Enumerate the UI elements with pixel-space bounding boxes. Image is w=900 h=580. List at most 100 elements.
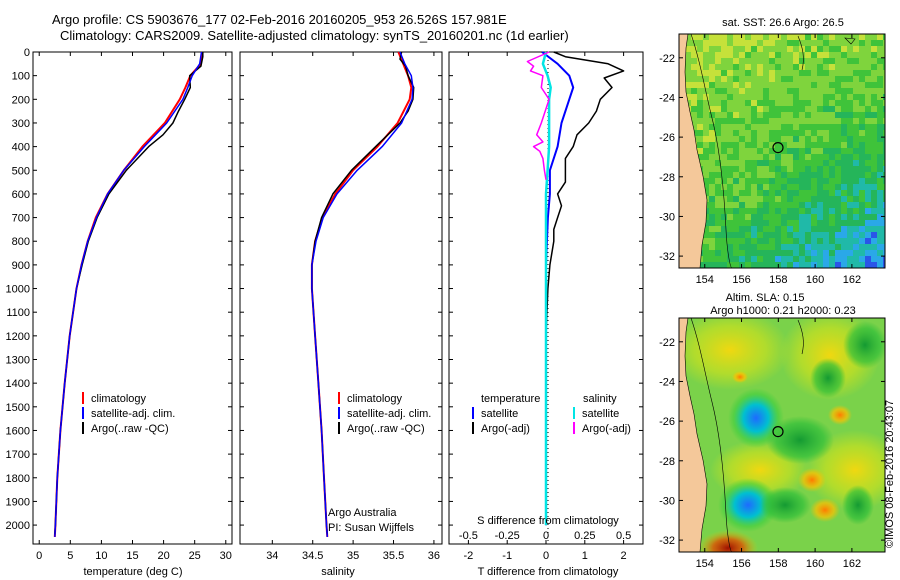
sla-map-axes: 154 156 158 160 162 -22 -24 -26 -28 -30 -32 bbox=[659, 318, 885, 570]
sst-pixel bbox=[877, 136, 883, 142]
x-tick-label: 5 bbox=[67, 550, 73, 562]
sst-pixel bbox=[799, 172, 805, 178]
sst-pixel bbox=[769, 112, 775, 118]
sst-pixel bbox=[709, 136, 715, 142]
sst-pixel bbox=[835, 178, 841, 184]
sst-pixel bbox=[781, 130, 787, 136]
sst-pixel bbox=[847, 184, 853, 190]
sst-pixel bbox=[823, 124, 829, 130]
sst-pixel bbox=[781, 214, 787, 220]
sst-pixel bbox=[877, 70, 883, 76]
sst-pixel bbox=[817, 262, 823, 268]
sst-pixel bbox=[745, 202, 751, 208]
sst-pixel bbox=[697, 124, 703, 130]
sst-pixel bbox=[721, 82, 727, 88]
sst-pixel bbox=[727, 172, 733, 178]
sst-pixel bbox=[859, 82, 865, 88]
t-difference-label: T difference from climatology bbox=[478, 566, 619, 578]
sst-pixel bbox=[841, 136, 847, 142]
sst-pixel bbox=[781, 88, 787, 94]
sst-pixel bbox=[703, 64, 709, 70]
legend-climatology: climatology bbox=[347, 393, 403, 405]
sst-pixel bbox=[817, 250, 823, 256]
sst-pixel bbox=[877, 268, 883, 274]
sst-pixel bbox=[877, 58, 883, 64]
sst-pixel bbox=[751, 118, 757, 124]
sst-pixel bbox=[805, 172, 811, 178]
sst-pixel bbox=[817, 226, 823, 232]
sst-pixel bbox=[883, 256, 885, 262]
sst-pixel bbox=[841, 220, 847, 226]
sst-pixel bbox=[727, 226, 733, 232]
sst-pixel bbox=[703, 94, 709, 100]
x-tick-label: -1 bbox=[502, 550, 512, 562]
sst-pixel bbox=[751, 136, 757, 142]
sst-pixel bbox=[733, 160, 739, 166]
sst-pixel bbox=[703, 136, 709, 142]
sst-pixel bbox=[781, 160, 787, 166]
sst-pixel bbox=[745, 208, 751, 214]
sst-pixel bbox=[829, 148, 835, 154]
sst-pixel bbox=[751, 178, 757, 184]
sst-pixel bbox=[805, 46, 811, 52]
sst-pixel bbox=[883, 154, 885, 160]
sst-pixel bbox=[829, 76, 835, 82]
sst-pixel bbox=[877, 112, 883, 118]
sst-pixel bbox=[841, 118, 847, 124]
sst-pixel bbox=[739, 76, 745, 82]
sst-pixel bbox=[787, 130, 793, 136]
sst-pixel bbox=[715, 262, 721, 268]
sst-pixel bbox=[799, 184, 805, 190]
sst-pixel bbox=[745, 232, 751, 238]
sst-pixel bbox=[775, 106, 781, 112]
sst-pixel bbox=[823, 250, 829, 256]
sst-pixel bbox=[751, 58, 757, 64]
sst-pixel bbox=[739, 94, 745, 100]
sst-pixel bbox=[823, 82, 829, 88]
sst-pixel bbox=[847, 106, 853, 112]
sst-pixel bbox=[733, 40, 739, 46]
sst-pixel bbox=[721, 46, 727, 52]
sst-pixel bbox=[799, 76, 805, 82]
sst-pixel bbox=[805, 100, 811, 106]
x-tick-label: 34 bbox=[266, 550, 278, 562]
sst-pixel bbox=[709, 112, 715, 118]
sst-pixel bbox=[787, 232, 793, 238]
sst-pixel bbox=[835, 112, 841, 118]
sst-pixel bbox=[733, 202, 739, 208]
sst-pixel bbox=[865, 268, 871, 274]
sst-pixel bbox=[847, 178, 853, 184]
sst-pixel bbox=[793, 256, 799, 262]
sst-pixel bbox=[709, 220, 715, 226]
depth-axis: 0 100 200 300 400 500 600 700 800 900 1000 1100 1200… bbox=[6, 47, 232, 532]
sst-pixel bbox=[841, 82, 847, 88]
sst-pixel bbox=[865, 148, 871, 154]
y-tick-label: 500 bbox=[12, 165, 30, 177]
x-tick-label: 15 bbox=[126, 550, 138, 562]
sst-pixel bbox=[781, 64, 787, 70]
sst-pixel bbox=[883, 118, 885, 124]
sst-pixel bbox=[733, 124, 739, 130]
x-tick-label: 34.5 bbox=[302, 550, 323, 562]
sst-pixel bbox=[763, 88, 769, 94]
sst-pixel bbox=[799, 64, 805, 70]
sst-pixel bbox=[751, 160, 757, 166]
sst-pixel bbox=[859, 76, 865, 82]
sst-pixel bbox=[727, 154, 733, 160]
sst-pixel bbox=[859, 202, 865, 208]
map-y-tick-label: -30 bbox=[659, 495, 675, 507]
sst-pixel bbox=[715, 190, 721, 196]
sst-pixel bbox=[805, 220, 811, 226]
sst-pixel bbox=[835, 190, 841, 196]
x-tick-label: 25 bbox=[189, 550, 201, 562]
sst-pixel bbox=[829, 136, 835, 142]
sst-pixel bbox=[739, 52, 745, 58]
sst-pixel bbox=[733, 70, 739, 76]
sst-pixel bbox=[721, 118, 727, 124]
sst-pixel bbox=[853, 226, 859, 232]
sst-pixel bbox=[757, 52, 763, 58]
sst-pixel bbox=[853, 148, 859, 154]
sst-pixel bbox=[721, 208, 727, 214]
sst-pixel bbox=[817, 130, 823, 136]
sst-pixel bbox=[715, 64, 721, 70]
